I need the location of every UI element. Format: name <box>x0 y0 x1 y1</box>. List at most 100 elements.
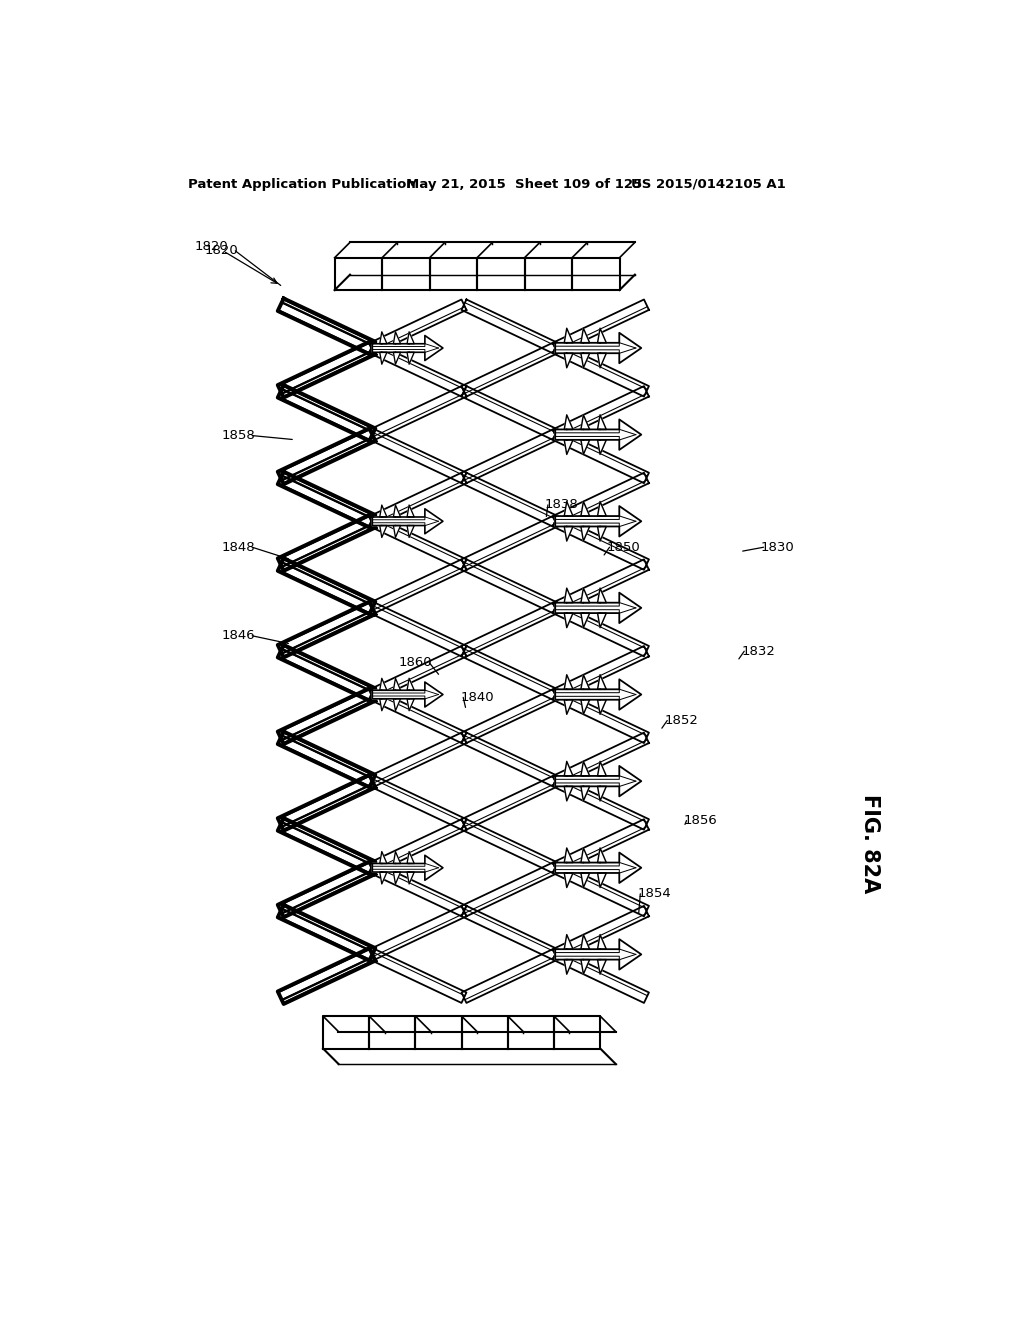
Polygon shape <box>408 525 415 537</box>
Polygon shape <box>564 329 573 343</box>
Polygon shape <box>462 603 558 656</box>
Polygon shape <box>598 787 606 801</box>
Polygon shape <box>278 775 376 830</box>
Text: 1854: 1854 <box>637 887 671 900</box>
Polygon shape <box>564 762 573 776</box>
Polygon shape <box>581 675 590 689</box>
Polygon shape <box>508 1016 554 1048</box>
Polygon shape <box>408 698 415 710</box>
Polygon shape <box>370 560 467 612</box>
Polygon shape <box>462 862 558 916</box>
Polygon shape <box>598 527 606 541</box>
Polygon shape <box>572 257 620 290</box>
Text: Patent Application Publication: Patent Application Publication <box>188 178 416 190</box>
Polygon shape <box>393 525 400 537</box>
Polygon shape <box>408 506 415 517</box>
Polygon shape <box>581 935 590 949</box>
Polygon shape <box>279 862 375 916</box>
Polygon shape <box>553 862 649 916</box>
Polygon shape <box>370 689 467 743</box>
Polygon shape <box>279 776 375 830</box>
Polygon shape <box>598 329 606 343</box>
Polygon shape <box>380 873 387 884</box>
Polygon shape <box>598 612 606 628</box>
Polygon shape <box>462 949 558 1003</box>
Polygon shape <box>278 471 376 528</box>
Polygon shape <box>462 343 558 396</box>
Polygon shape <box>553 733 649 787</box>
Polygon shape <box>382 257 430 290</box>
Polygon shape <box>380 851 387 863</box>
Polygon shape <box>380 506 387 517</box>
Polygon shape <box>380 698 387 710</box>
Polygon shape <box>581 847 590 862</box>
Polygon shape <box>278 645 376 701</box>
Polygon shape <box>598 762 606 776</box>
Polygon shape <box>553 645 649 700</box>
Polygon shape <box>279 689 375 743</box>
Polygon shape <box>370 387 467 440</box>
Polygon shape <box>278 904 376 961</box>
Polygon shape <box>278 602 376 657</box>
Polygon shape <box>393 352 400 364</box>
Polygon shape <box>393 506 400 517</box>
Polygon shape <box>408 678 415 690</box>
Polygon shape <box>373 682 443 708</box>
Polygon shape <box>279 949 375 1003</box>
Polygon shape <box>278 558 376 614</box>
Polygon shape <box>564 589 573 603</box>
Polygon shape <box>370 949 467 1003</box>
Text: 1832: 1832 <box>741 644 775 657</box>
Polygon shape <box>279 387 375 440</box>
Polygon shape <box>370 300 467 354</box>
Polygon shape <box>553 429 649 483</box>
Text: 1852: 1852 <box>665 714 698 727</box>
Polygon shape <box>555 593 641 623</box>
Polygon shape <box>279 645 375 700</box>
Polygon shape <box>380 331 387 343</box>
Polygon shape <box>553 473 649 527</box>
Polygon shape <box>279 429 375 483</box>
Polygon shape <box>553 689 649 743</box>
Polygon shape <box>462 820 558 873</box>
Text: 1860: 1860 <box>398 656 432 669</box>
Polygon shape <box>581 873 590 887</box>
Polygon shape <box>462 560 558 612</box>
Polygon shape <box>279 603 375 656</box>
Polygon shape <box>408 851 415 863</box>
Polygon shape <box>553 300 649 354</box>
Polygon shape <box>380 525 387 537</box>
Polygon shape <box>279 906 375 960</box>
Polygon shape <box>564 873 573 887</box>
Polygon shape <box>393 678 400 690</box>
Polygon shape <box>598 414 606 429</box>
Polygon shape <box>370 516 467 570</box>
Polygon shape <box>279 820 375 873</box>
Polygon shape <box>370 473 467 527</box>
Polygon shape <box>462 689 558 743</box>
Polygon shape <box>462 429 558 483</box>
Polygon shape <box>393 698 400 710</box>
Polygon shape <box>462 473 558 527</box>
Polygon shape <box>598 589 606 603</box>
Text: 1846: 1846 <box>221 630 255 643</box>
Polygon shape <box>598 700 606 714</box>
Polygon shape <box>279 560 375 612</box>
Text: May 21, 2015  Sheet 109 of 125: May 21, 2015 Sheet 109 of 125 <box>407 178 642 190</box>
Polygon shape <box>370 1016 416 1048</box>
Polygon shape <box>581 527 590 541</box>
Polygon shape <box>581 589 590 603</box>
Polygon shape <box>553 820 649 873</box>
Polygon shape <box>370 906 467 960</box>
Polygon shape <box>553 906 649 960</box>
Polygon shape <box>278 818 376 874</box>
Polygon shape <box>370 603 467 656</box>
Polygon shape <box>564 414 573 429</box>
Polygon shape <box>564 354 573 368</box>
Polygon shape <box>555 766 641 796</box>
Polygon shape <box>373 508 443 533</box>
Text: US 2015/0142105 A1: US 2015/0142105 A1 <box>631 178 785 190</box>
Polygon shape <box>279 343 375 396</box>
Polygon shape <box>553 603 649 656</box>
Polygon shape <box>462 1016 508 1048</box>
